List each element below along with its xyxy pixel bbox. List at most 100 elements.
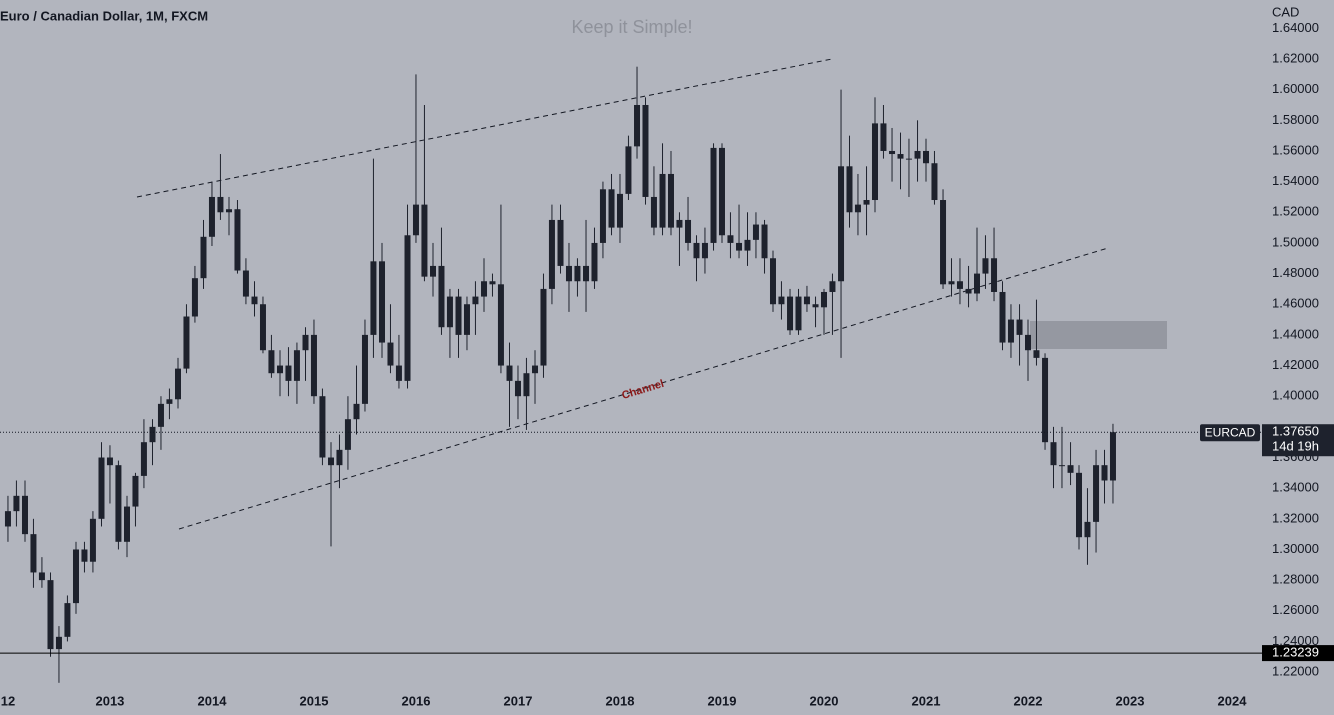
candle-body bbox=[21, 495, 28, 535]
y-tick-label: 1.52000 bbox=[1272, 204, 1319, 219]
candle-body bbox=[685, 219, 692, 243]
y-tick-label: 1.64000 bbox=[1272, 20, 1319, 35]
x-tick-label: 2015 bbox=[300, 693, 329, 708]
candle-body bbox=[965, 288, 972, 294]
candle-body bbox=[55, 636, 62, 650]
candle-body bbox=[4, 511, 11, 527]
candle-body bbox=[880, 123, 887, 151]
candle-body bbox=[999, 291, 1006, 343]
candle-body bbox=[353, 403, 360, 420]
candle-body bbox=[532, 365, 539, 374]
candle-body bbox=[829, 281, 836, 292]
x-tick-label: 2017 bbox=[504, 693, 533, 708]
y-tick-label: 1.54000 bbox=[1272, 173, 1319, 188]
hline-badge bbox=[1262, 645, 1334, 662]
y-tick-label: 1.60000 bbox=[1272, 81, 1319, 96]
candle-body bbox=[387, 342, 394, 366]
candle-body bbox=[676, 219, 683, 228]
candle-body bbox=[472, 296, 479, 305]
candle-body bbox=[293, 350, 300, 381]
candle-body bbox=[803, 296, 810, 305]
candle-body bbox=[370, 261, 377, 335]
candle-body bbox=[616, 193, 623, 228]
candle-body bbox=[191, 278, 198, 317]
candle-body bbox=[787, 296, 794, 331]
candle-body bbox=[1050, 442, 1057, 466]
candle-body bbox=[430, 265, 437, 277]
candle-body bbox=[310, 334, 317, 397]
candle-body bbox=[277, 365, 284, 374]
channel-upper bbox=[136, 58, 833, 198]
candle-body bbox=[106, 457, 113, 466]
candle-body bbox=[336, 449, 343, 466]
y-tick-label: 1.26000 bbox=[1272, 602, 1319, 617]
y-tick-label: 1.44000 bbox=[1272, 326, 1319, 341]
candle-body bbox=[421, 204, 428, 277]
candle-body bbox=[208, 196, 215, 237]
candle-body bbox=[200, 236, 207, 279]
candle-body bbox=[650, 196, 657, 228]
candle-body bbox=[166, 399, 173, 404]
candle-body bbox=[379, 261, 386, 343]
candle-body bbox=[897, 154, 904, 159]
candle-body bbox=[328, 457, 335, 466]
y-tick-label: 1.58000 bbox=[1272, 112, 1319, 127]
y-tick-label: 1.50000 bbox=[1272, 234, 1319, 249]
candle-body bbox=[395, 365, 402, 381]
candle-body bbox=[47, 580, 54, 650]
candle-body bbox=[319, 396, 326, 458]
candle-body bbox=[752, 224, 759, 240]
candle-body bbox=[38, 572, 45, 581]
x-tick-label: 2014 bbox=[198, 693, 228, 708]
candle-body bbox=[234, 209, 241, 271]
symbol-label: EURCAD bbox=[1205, 425, 1256, 439]
y-tick-label: 1.28000 bbox=[1272, 572, 1319, 587]
candle-body bbox=[744, 239, 751, 251]
candle-body bbox=[217, 196, 224, 213]
candle-body bbox=[710, 147, 717, 243]
candle-body bbox=[922, 150, 929, 164]
candle-body bbox=[838, 166, 845, 282]
candle-body bbox=[174, 368, 181, 400]
candle-body bbox=[259, 304, 266, 351]
candle-body bbox=[268, 350, 275, 374]
x-tick-label: 2020 bbox=[810, 693, 839, 708]
candle-body bbox=[446, 296, 453, 328]
candle-body bbox=[548, 219, 555, 289]
candle-body bbox=[251, 296, 258, 305]
candle-body bbox=[81, 549, 88, 562]
candle-body bbox=[574, 265, 581, 282]
candle-body bbox=[769, 258, 776, 305]
candle-body bbox=[183, 316, 190, 369]
candle-body bbox=[1042, 357, 1049, 443]
candle-body bbox=[226, 209, 233, 213]
candle-body bbox=[89, 518, 96, 562]
candle-body bbox=[659, 173, 666, 228]
candle-body bbox=[914, 150, 921, 159]
x-tick-label: 2021 bbox=[912, 693, 941, 708]
candle-body bbox=[514, 380, 521, 397]
candle-body bbox=[905, 158, 912, 160]
candle-body bbox=[634, 104, 641, 147]
candle-body bbox=[157, 403, 164, 427]
x-tick-label: 2018 bbox=[606, 693, 635, 708]
candle-body bbox=[854, 204, 861, 213]
candle-body bbox=[455, 296, 462, 335]
candle-body bbox=[497, 284, 504, 366]
y-tick-label: 1.46000 bbox=[1272, 296, 1319, 311]
candle-body bbox=[667, 173, 674, 228]
candle-body bbox=[931, 163, 938, 201]
candle-body bbox=[940, 200, 947, 285]
candle-body bbox=[302, 334, 309, 351]
last-price-label: 1.37650 bbox=[1272, 424, 1319, 439]
candle-body bbox=[463, 304, 470, 335]
candle-body bbox=[727, 235, 734, 243]
candle-body bbox=[1058, 465, 1065, 467]
candles bbox=[4, 66, 1116, 683]
candle-body bbox=[583, 265, 590, 282]
candle-body bbox=[1109, 432, 1116, 481]
candle-body bbox=[361, 334, 368, 404]
y-tick-label: 1.62000 bbox=[1272, 50, 1319, 65]
candle-body bbox=[242, 270, 249, 297]
candle-body bbox=[693, 242, 700, 259]
